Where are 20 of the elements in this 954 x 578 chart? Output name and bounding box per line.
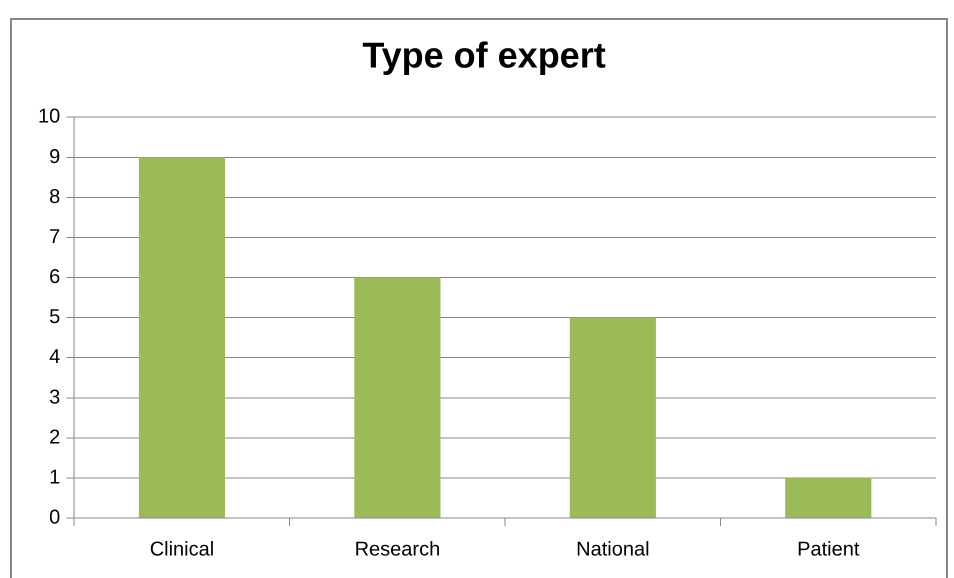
bar [138,157,226,518]
x-tick-label: National [576,538,650,561]
y-tick-label: 1 [49,466,60,488]
x-tick-label: Clinical [150,538,214,561]
y-tick-label: 2 [49,426,60,448]
chart-title: Type of expert [362,34,606,76]
y-tick-label: 4 [49,346,60,368]
bar [570,318,656,518]
x-tick-label: Patient [797,538,860,561]
y-tick-label: 8 [49,186,60,208]
y-tick-label: 10 [38,106,60,128]
bar [785,478,872,518]
y-tick-label: 5 [49,306,60,328]
y-tick-label: 0 [49,506,60,529]
bar [354,278,440,518]
y-tick-label: 9 [49,146,60,168]
y-tick-label: 3 [49,386,60,408]
x-tick-label: Research [354,538,440,561]
y-tick-label: 6 [49,266,60,288]
y-tick-label: 7 [49,226,60,248]
